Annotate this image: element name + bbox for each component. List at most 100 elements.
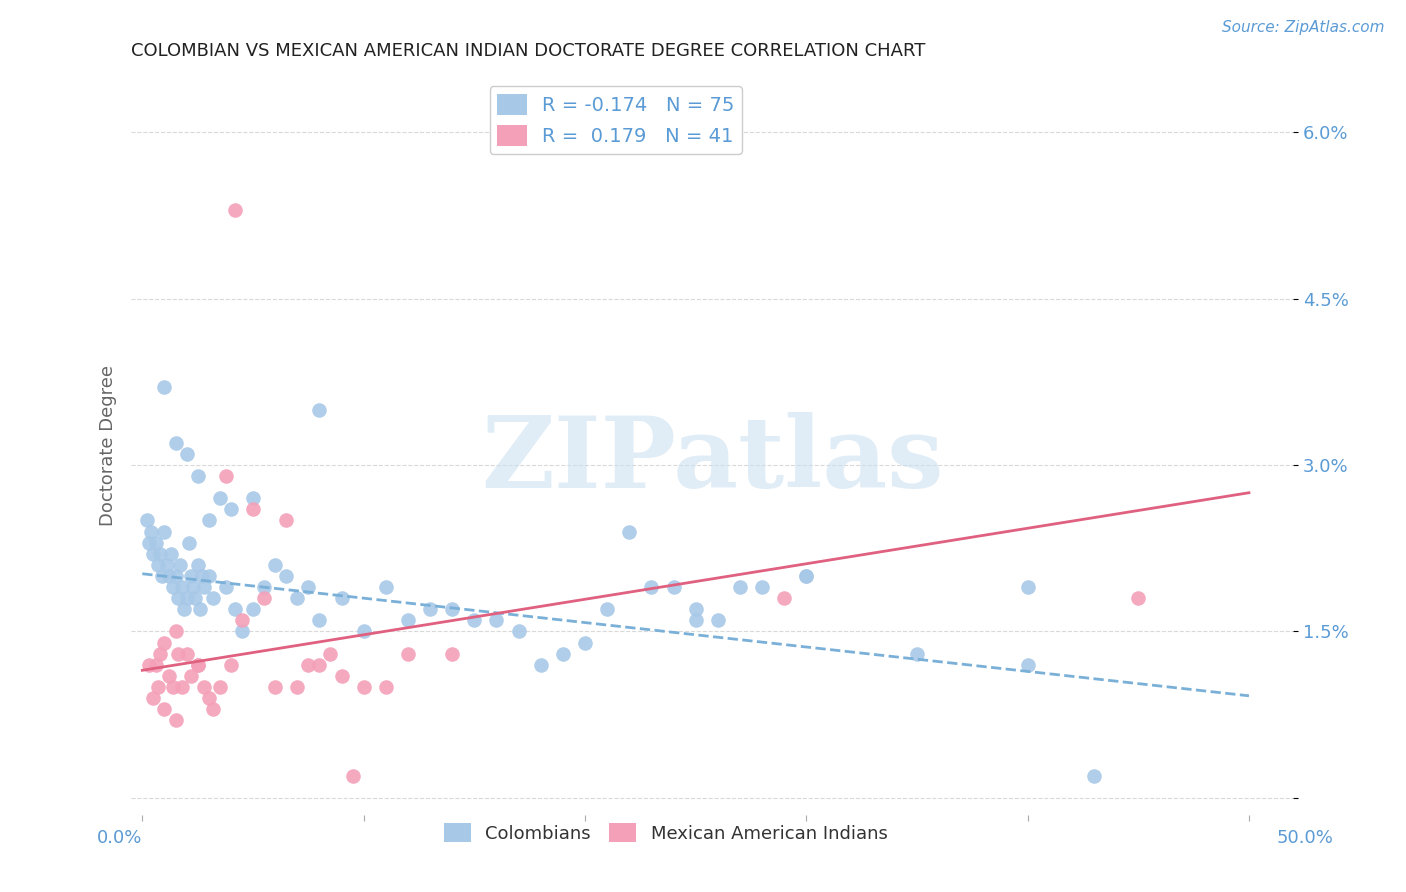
Point [441, 647, 464, 661]
Point [685, 602, 707, 616]
Point [197, 691, 219, 706]
Point [297, 657, 319, 672]
Text: Source: ZipAtlas.com: Source: ZipAtlas.com [1222, 20, 1385, 35]
Point [264, 558, 287, 572]
Point [180, 569, 202, 583]
Point [153, 702, 176, 716]
Point [285, 591, 308, 606]
Point [330, 591, 353, 606]
Point [141, 524, 163, 539]
Point [374, 680, 396, 694]
Point [184, 591, 207, 606]
Point [596, 602, 619, 616]
Point [231, 613, 253, 627]
Point [193, 580, 215, 594]
Point [441, 602, 464, 616]
Point [202, 591, 225, 606]
Point [156, 558, 179, 572]
Point [342, 769, 364, 783]
Point [150, 569, 173, 583]
Point [619, 524, 641, 539]
Point [574, 635, 596, 649]
Point [264, 680, 287, 694]
Point [794, 569, 817, 583]
Point [197, 514, 219, 528]
Point [153, 524, 176, 539]
Point [165, 713, 187, 727]
Point [419, 602, 441, 616]
Point [191, 569, 214, 583]
Point [1017, 657, 1039, 672]
Point [751, 580, 773, 594]
Point [173, 602, 195, 616]
Point [145, 535, 167, 549]
Point [165, 435, 187, 450]
Point [187, 657, 209, 672]
Point [153, 635, 176, 649]
Point [224, 602, 246, 616]
Point [142, 547, 165, 561]
Point [508, 624, 530, 639]
Point [208, 491, 231, 506]
Point [146, 680, 169, 694]
Point [485, 613, 508, 627]
Point [142, 691, 165, 706]
Point [794, 569, 817, 583]
Point [187, 558, 209, 572]
Point [1128, 591, 1150, 606]
Point [530, 657, 553, 672]
Point [169, 558, 191, 572]
Point [219, 657, 242, 672]
Point [1017, 580, 1039, 594]
Point [396, 613, 419, 627]
Point [374, 580, 396, 594]
Point [138, 535, 160, 549]
Point [242, 502, 264, 516]
Point [202, 702, 225, 716]
Legend: R = -0.174   N = 75, R =  0.179   N = 41: R = -0.174 N = 75, R = 0.179 N = 41 [489, 87, 742, 154]
Text: 0.0%: 0.0% [97, 829, 142, 847]
Point [242, 602, 264, 616]
Point [188, 602, 211, 616]
Point [181, 580, 204, 594]
Point [160, 547, 183, 561]
Point [215, 469, 238, 483]
Point [157, 569, 180, 583]
Point [396, 647, 419, 661]
Point [176, 447, 198, 461]
Point [162, 680, 184, 694]
Point [728, 580, 751, 594]
Point [180, 669, 202, 683]
Point [297, 580, 319, 594]
Point [285, 680, 308, 694]
Point [319, 647, 342, 661]
Point [231, 624, 253, 639]
Point [353, 680, 375, 694]
Point [551, 647, 574, 661]
Point [176, 591, 198, 606]
Point [640, 580, 662, 594]
Point [149, 547, 172, 561]
Point [707, 613, 730, 627]
Point [197, 569, 219, 583]
Point [224, 202, 246, 217]
Point [308, 657, 330, 672]
Point [172, 580, 194, 594]
Point [662, 580, 685, 594]
Point [145, 657, 167, 672]
Point [149, 647, 172, 661]
Point [166, 591, 188, 606]
Point [308, 613, 330, 627]
Point [253, 580, 276, 594]
Text: ZIPatlas: ZIPatlas [481, 412, 943, 508]
Point [166, 647, 188, 661]
Point [138, 657, 160, 672]
Point [463, 613, 485, 627]
Point [253, 591, 276, 606]
Text: COLOMBIAN VS MEXICAN AMERICAN INDIAN DOCTORATE DEGREE CORRELATION CHART: COLOMBIAN VS MEXICAN AMERICAN INDIAN DOC… [131, 42, 925, 60]
Point [187, 657, 209, 672]
Point [330, 669, 353, 683]
Text: 50.0%: 50.0% [1277, 829, 1333, 847]
Point [276, 514, 298, 528]
Point [193, 680, 215, 694]
